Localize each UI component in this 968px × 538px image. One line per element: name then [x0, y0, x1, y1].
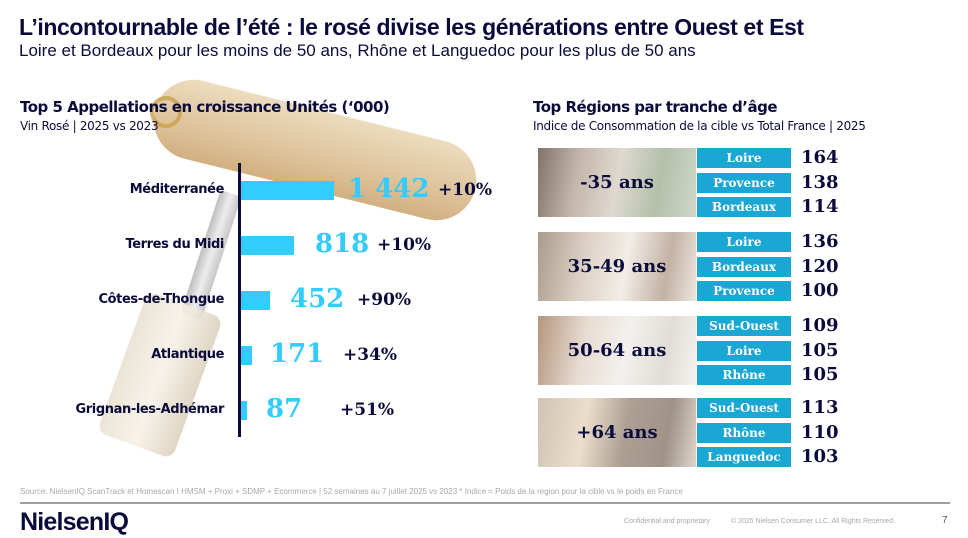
region-index-value: 136: [801, 231, 839, 252]
region-label: Provence: [697, 281, 791, 301]
bar: [241, 291, 270, 310]
age-group-label: +64 ans: [576, 422, 658, 443]
region-index-value: 105: [801, 364, 839, 385]
regions-subtitle: Indice de Consommation de la cible vs To…: [533, 119, 866, 133]
age-group-label: -35 ans: [580, 172, 654, 193]
bar-value-label: 452: [290, 284, 345, 314]
region-index-value: 138: [801, 172, 839, 193]
bar: [241, 181, 334, 200]
appellations-chart-title: Top 5 Appellations en croissance Unités …: [20, 98, 390, 116]
growth-label: +51%: [340, 400, 395, 420]
growth-label: +10%: [377, 235, 432, 255]
cork-image: [96, 290, 224, 460]
page-title: L’incontournable de l’été : le rosé divi…: [19, 14, 804, 40]
corkscrew-ring-image: [150, 96, 182, 128]
age-group-photo: [538, 398, 696, 467]
category-label: Grignan-les-Adhémar: [75, 402, 225, 417]
region-index-value: 164: [801, 147, 839, 168]
copyright-note: © 2025 Nielsen Consumer LLC. All Rights …: [731, 518, 895, 525]
bar-value-label: 87: [266, 394, 303, 424]
region-index-value: 109: [801, 315, 839, 336]
nielseniq-logo: NielsenIQ: [20, 508, 129, 536]
regions-title: Top Régions par tranche d’âge: [533, 98, 778, 116]
region-label: Sud-Ouest: [697, 398, 791, 418]
age-group-label: 35-49 ans: [567, 256, 667, 277]
bar-value-label: 1 442: [348, 174, 430, 204]
region-label: Loire: [697, 232, 791, 252]
region-index-value: 110: [801, 422, 839, 443]
age-group-photo: [538, 148, 696, 217]
category-label: Atlantique: [151, 347, 224, 362]
region-label: Provence: [697, 173, 791, 193]
corkscrew-handle-image: [145, 71, 485, 229]
growth-label: +90%: [357, 290, 412, 310]
region-index-value: 114: [801, 196, 839, 217]
category-label: Terres du Midi: [125, 237, 224, 252]
region-index-value: 100: [801, 280, 839, 301]
region-label: Loire: [697, 341, 791, 361]
appellations-chart-subtitle: Vin Rosé | 2025 vs 2023: [20, 119, 159, 133]
region-label: Rhône: [697, 423, 791, 443]
region-index-value: 103: [801, 446, 839, 467]
chart-axis-line: [238, 163, 241, 437]
bar: [241, 401, 247, 420]
growth-label: +34%: [343, 345, 398, 365]
region-index-value: 120: [801, 256, 839, 277]
page-number: 7: [942, 515, 948, 526]
region-index-value: 113: [801, 397, 839, 418]
age-group-photo: [538, 316, 696, 385]
bar: [241, 236, 294, 255]
region-index-value: 105: [801, 340, 839, 361]
growth-label: +10%: [438, 180, 493, 200]
confidential-note: Confidential and proprietary: [624, 518, 710, 525]
region-label: Rhône: [697, 365, 791, 385]
region-label: Sud-Ouest: [697, 316, 791, 336]
age-group-photo: [538, 232, 696, 301]
bar-value-label: 171: [270, 339, 325, 369]
footer-divider: [20, 502, 950, 504]
region-label: Bordeaux: [697, 197, 791, 217]
region-label: Languedoc: [697, 447, 791, 467]
category-label: Méditerranée: [129, 182, 225, 197]
bar-value-label: 818: [315, 229, 370, 259]
page-subtitle: Loire et Bordeaux pour les moins de 50 a…: [19, 41, 696, 60]
age-group-label: 50-64 ans: [567, 340, 667, 361]
region-label: Loire: [697, 148, 791, 168]
region-label: Bordeaux: [697, 257, 791, 277]
source-note: Source: NielsenIQ ScanTrack et Homescan …: [20, 487, 683, 496]
bar: [241, 346, 252, 365]
category-label: Côtes-de-Thongue: [98, 292, 224, 307]
